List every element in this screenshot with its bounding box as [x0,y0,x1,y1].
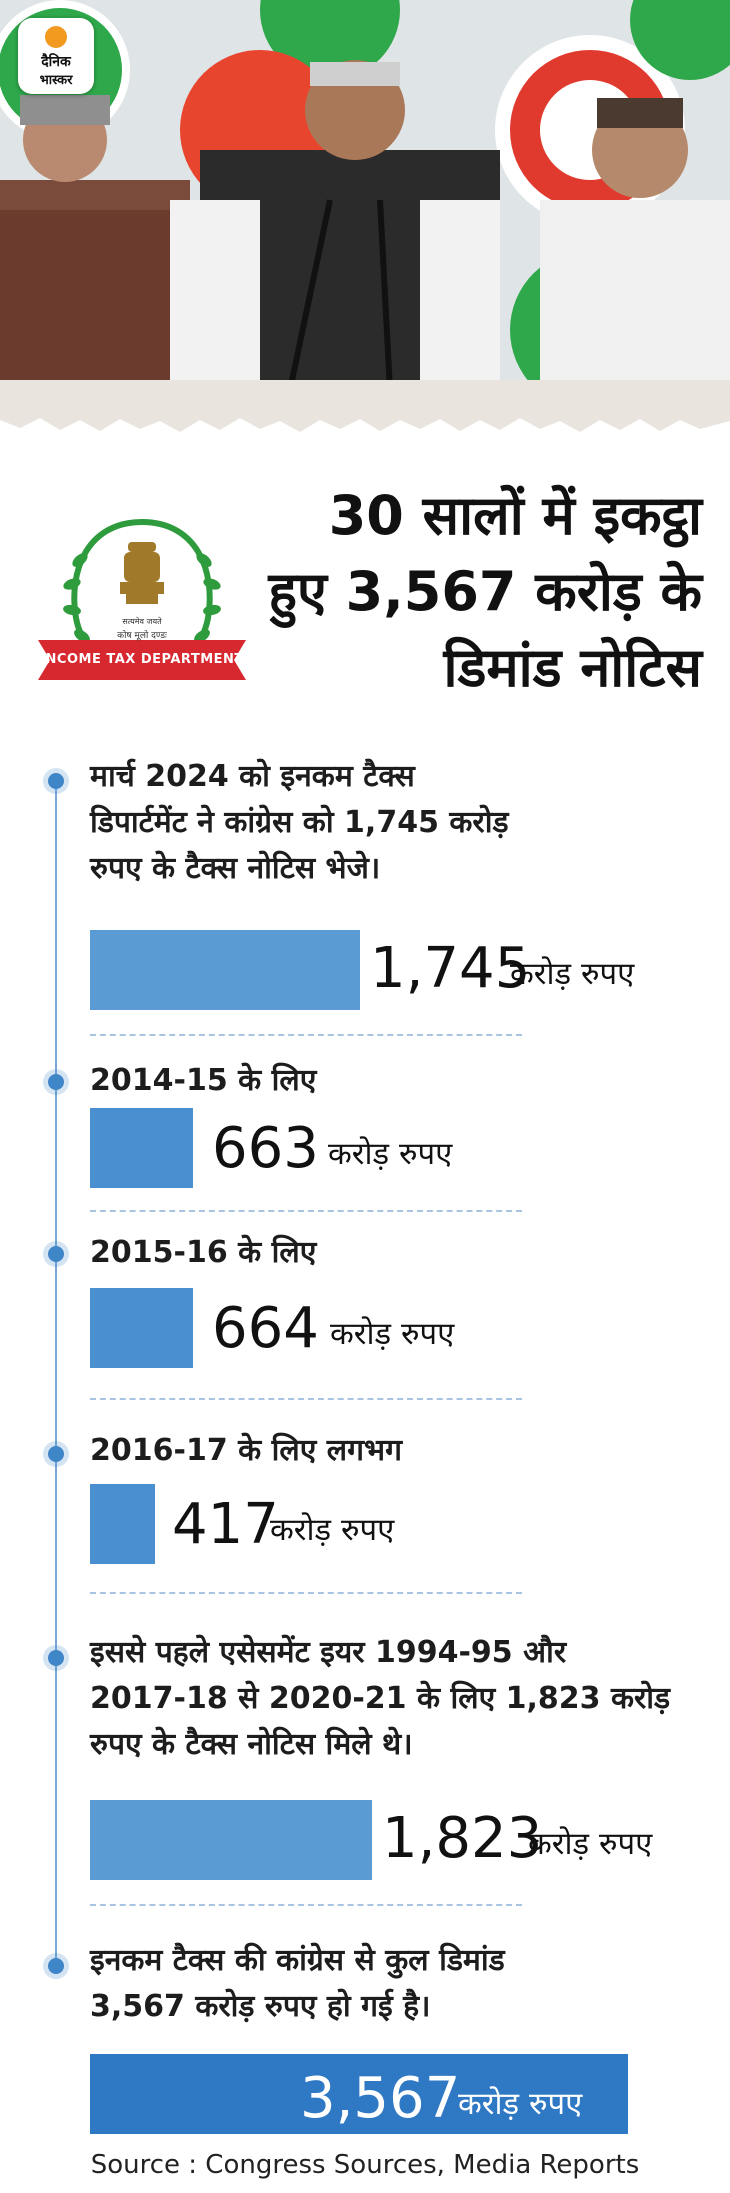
total-value-label: 3,567 [300,2066,461,2131]
timeline-dot [48,1246,64,1262]
bar-value-label: 1,745 [370,936,531,1001]
bar-mark [90,1484,155,1564]
emblem-graphic [38,519,246,680]
section-5-line-3: रुपए के टैक्स नोटिस मिले थे। [90,1727,413,1762]
section-5-text: इससे पहले एसेसमेंट इयर 1994-95 और 2017-1… [90,1630,690,1768]
section-divider [90,1034,522,1036]
section-1-line-3: रुपए के टैक्स नोटिस भेजे। [90,851,381,886]
title-line-2: हुए 3,567 करोड़ के [268,560,702,623]
total-unit-label: करोड़ रुपए [458,2086,583,2122]
bar-unit-label: करोड़ रुपए [328,1136,453,1172]
timeline-dot [48,1650,64,1666]
bar-unit-label: करोड़ रुपए [528,1826,653,1862]
header-photo: दैनिक भास्कर [0,0,730,440]
bar-value-label: 664 [212,1296,319,1361]
timeline-dot [48,1958,64,1974]
section-1-line-1: मार्च 2024 को इनकम टैक्स [90,759,415,794]
section-6-line-2: 3,567 करोड़ रुपए हो गई है। [90,1989,431,2024]
section-2-line-1: 2014-15 के लिए [90,1063,317,1098]
bar-unit-label: करोड़ रुपए [270,1512,395,1548]
bar-unit-label: करोड़ रुपए [330,1316,455,1352]
press-conference-image [0,0,730,440]
timeline-dot [48,773,64,789]
bar-mark [90,930,360,1010]
section-divider [90,1398,522,1400]
bar-value-label: 417 [172,1492,279,1557]
section-5-line-1: इससे पहले एसेसमेंट इयर 1994-95 और [90,1635,567,1670]
emblem-banner-text: INCOME TAX DEPARTMENT [40,652,244,667]
section-4-line-1: 2016-17 के लिए लगभग [90,1433,402,1468]
source-note: Source : Congress Sources, Media Reports [90,2150,640,2180]
section-4-text: 2016-17 के लिए लगभग [90,1428,690,1474]
timeline-dot [48,1446,64,1462]
section-divider [90,1904,522,1906]
section-5-line-2: 2017-18 से 2020-21 के लिए 1,823 करोड़ [90,1681,671,1716]
brand-logo: दैनिक भास्कर [18,18,94,94]
section-6-line-1: इनकम टैक्स की कांग्रेस से कुल डिमांड [90,1943,505,1978]
bar-value-label: 663 [212,1116,319,1181]
section-1-text: मार्च 2024 को इनकम टैक्स डिपार्टमेंट ने … [90,754,690,892]
title-line-1: 30 सालों में इकट्ठा [328,484,702,547]
brand-logo-line2: भास्कर [39,73,73,88]
emblem-caption: कोष मूलो दण्डः [117,631,167,641]
sun-icon [45,26,67,48]
title-line-3: डिमांड नोटिस [443,636,702,699]
bar-mark [90,1108,193,1188]
section-2-text: 2014-15 के लिए [90,1058,690,1104]
section-divider [90,1592,522,1594]
brand-logo-line1: दैनिक [41,54,71,70]
section-1-line-2: डिपार्टमेंट ने कांग्रेस को 1,745 करोड़ [90,805,509,840]
total-bar [90,2054,628,2134]
section-divider [90,1210,522,1212]
section-3-text: 2015-16 के लिए [90,1230,690,1276]
bar-unit-label: करोड़ रुपए [510,956,635,992]
bar-value-label: 1,823 [382,1806,543,1871]
income-tax-emblem: सत्यमेव जयते कोष मूलो दण्डः INCOME TAX D… [28,500,256,710]
timeline-line [55,778,57,1968]
section-3-line-1: 2015-16 के लिए [90,1235,317,1270]
emblem-motto: सत्यमेव जयते [122,617,162,626]
bar-mark [90,1288,193,1368]
page-title: 30 सालों में इकट्ठा हुए 3,567 करोड़ के ड… [232,478,702,706]
section-6-text: इनकम टैक्स की कांग्रेस से कुल डिमांड 3,5… [90,1938,690,2030]
bar-mark [90,1800,372,1880]
timeline-dot [48,1074,64,1090]
